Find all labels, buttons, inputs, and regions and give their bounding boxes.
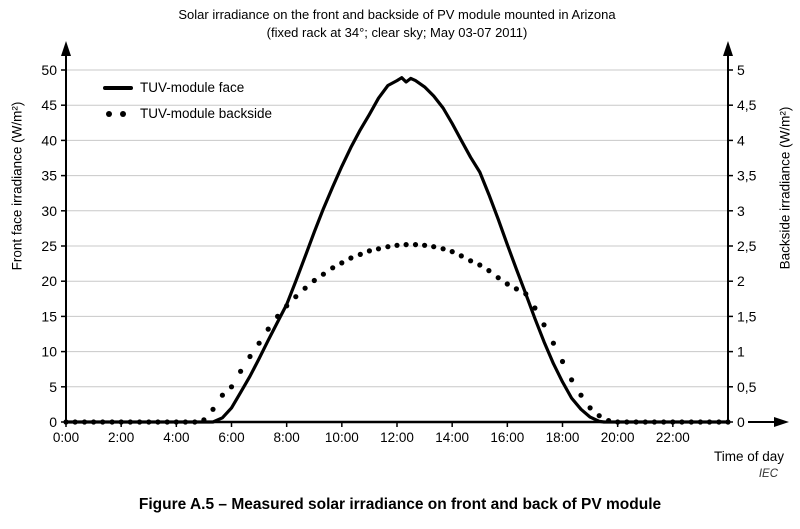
backside-dot [403,242,409,248]
backside-dot [293,294,299,300]
backside-dot [412,242,419,248]
right-arrow-icon [774,417,789,427]
backside-dot [486,268,492,274]
x-tick-label: 20:00 [601,430,635,445]
backside-dot [348,255,354,261]
y-axis-label-right: Backside irradiance (W/m²) [777,106,793,270]
y-left-tick-label: 5 [49,379,57,395]
backside-dot [550,340,557,346]
backside-dot [596,413,602,419]
legend: TUV-module face TUV-module backside [103,80,272,121]
y-right-tick-label: 2,5 [737,238,757,254]
backside-dot [357,251,363,257]
y-right-tick-label: 1,5 [737,308,757,324]
legend-label-face: TUV-module face [140,80,245,95]
backside-dot [541,322,547,328]
backside-dot [569,377,575,383]
y-left-tick-label: 25 [41,238,57,254]
backside-dot [458,253,464,259]
y-left-tick-label: 20 [41,273,57,289]
x-tick-label: 18:00 [546,430,580,445]
y-left-tick-label: 0 [49,414,57,430]
chart-subtitle: (fixed rack at 34°; clear sky; May 03-07… [266,25,528,40]
y-left-tick-label: 10 [41,344,57,360]
face-line [64,76,730,424]
y-right-tick-label: 4 [737,132,745,148]
y-right-tick-label: 1 [737,344,745,360]
backside-dot [449,249,455,255]
x-tick-label: 0:00 [53,430,79,445]
y-left-tick-label: 45 [41,97,57,113]
backside-dot [210,406,216,412]
figure-caption: Figure A.5 – Measured solar irradiance o… [138,496,662,513]
y-left-tick-label: 50 [41,62,57,78]
backside-dot [532,305,538,311]
backside-dot [302,285,308,291]
backside-dot [394,242,400,248]
backside-dot [375,246,382,252]
y-left-tick-label: 30 [41,203,57,219]
backside-dot [320,271,326,277]
backside-dot [513,286,520,292]
y-left-tick-label: 40 [41,132,57,148]
x-tick-label: 8:00 [274,430,300,445]
backside-dot [504,281,510,287]
backside-dot [422,242,428,248]
iec-label: IEC [758,468,778,480]
x-tick-label: 10:00 [325,430,359,445]
solid-line-swatch-icon [103,85,133,90]
backside-dot [440,246,446,252]
backside-dot [587,405,593,411]
up-arrow-icon [61,41,71,56]
backside-dot [265,326,271,332]
dotted-line-swatch-icon [103,110,133,117]
y-right-tick-label: 4,5 [737,97,757,113]
y-right-tick-label: 0 [737,414,745,430]
y-right-tick-label: 3,5 [737,168,757,184]
x-tick-label: 16:00 [490,430,524,445]
legend-item-backside: TUV-module backside [103,106,272,121]
irradiance-chart: 0 5 10 15 20 25 30 35 40 45 50 0 0,5 1 1,5 2 2,5 3 3,5 4 4,5… [41,41,789,445]
legend-label-backside: TUV-module backside [140,106,273,121]
y-right-tick-label: 2 [737,273,745,289]
backside-dot [559,358,566,365]
legend-item-face: TUV-module face [103,80,272,95]
backside-dot [219,392,225,398]
backside-dot [578,392,584,398]
backside-dot [247,353,253,360]
backside-dot [495,275,501,281]
backside-dot [228,384,235,390]
x-tick-label: 22:00 [656,430,690,445]
backside-dot [339,260,345,266]
y-left-tick-label: 35 [41,168,57,184]
backside-dot [431,244,437,250]
y-right-tick-label: 3 [737,203,745,219]
up-arrow-icon [723,41,733,56]
backside-dot [311,277,317,284]
y-right-tick-label: 5 [737,62,745,78]
x-tick-label: 14:00 [435,430,469,445]
backside-dot [477,262,483,268]
x-tick-label: 12:00 [380,430,414,445]
x-tick-label: 4:00 [163,430,189,445]
x-tick-label: 2:00 [108,430,134,445]
backside-dot [256,340,262,346]
y-left-tick-label: 15 [41,308,57,324]
chart-title: Solar irradiance on the front and backsi… [178,7,616,22]
backside-dot [238,368,244,374]
backside-dot [468,258,474,264]
backside-dot [330,265,336,271]
y-axis-label-left: Front face irradiance (W/m²) [9,101,25,271]
backside-dot [385,244,391,250]
x-axis-label: Time of day [713,449,784,464]
backside-dot [366,248,372,254]
y-right-tick-label: 0,5 [737,379,757,395]
x-tick-label: 6:00 [218,430,244,445]
